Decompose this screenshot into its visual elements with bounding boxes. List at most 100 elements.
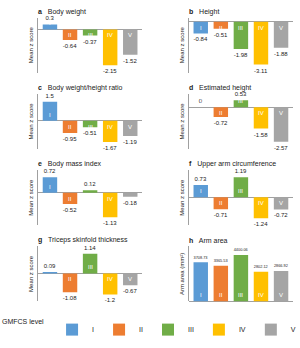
svg-text:II: II <box>219 110 223 116</box>
svg-text:II: II <box>68 32 72 38</box>
svg-text:g Triceps skinfold thickness: g Triceps skinfold thickness <box>38 236 128 244</box>
svg-text:III: III <box>238 188 243 194</box>
svg-text:II: II <box>68 276 72 282</box>
svg-text:IV: IV <box>258 25 264 31</box>
svg-text:-0.84: -0.84 <box>194 36 208 42</box>
svg-text:c Body weight/height ratio: c Body weight/height ratio <box>38 84 123 92</box>
svg-text:V: V <box>279 110 283 116</box>
svg-text:-1.67: -1.67 <box>103 145 117 151</box>
svg-text:IV: IV <box>107 32 113 38</box>
svg-text:II: II <box>219 200 223 206</box>
svg-text:-2.57: -2.57 <box>274 145 288 151</box>
svg-text:Mean z score: Mean z score <box>179 103 185 140</box>
svg-text:-3.11: -3.11 <box>254 68 268 74</box>
svg-text:Mean z score: Mean z score <box>179 179 185 216</box>
svg-text:III: III <box>88 184 93 190</box>
svg-text:I: I <box>92 326 94 333</box>
svg-text:III: III <box>88 124 93 130</box>
svg-text:IV: IV <box>258 200 264 206</box>
svg-text:I: I <box>200 188 202 194</box>
svg-text:Mean z score: Mean z score <box>28 255 34 292</box>
svg-text:IV: IV <box>107 124 113 130</box>
svg-text:-1.2: -1.2 <box>105 297 116 303</box>
svg-text:-1.58: -1.58 <box>254 132 268 138</box>
svg-text:-0.72: -0.72 <box>274 212 288 218</box>
svg-text:Mean z score: Mean z score <box>28 27 34 64</box>
svg-text:-1.24: -1.24 <box>254 221 268 227</box>
svg-text:-0.95: -0.95 <box>63 136 77 142</box>
svg-text:-1.08: -1.08 <box>63 295 77 301</box>
svg-text:III: III <box>238 25 243 31</box>
svg-text:I: I <box>49 112 51 118</box>
svg-text:V: V <box>128 196 132 202</box>
svg-text:1.5: 1.5 <box>45 93 54 99</box>
svg-text:III: III <box>188 326 194 333</box>
svg-text:-1.88: -1.88 <box>274 51 288 57</box>
svg-text:-0.64: -0.64 <box>63 43 77 49</box>
svg-text:V: V <box>128 276 132 282</box>
svg-text:0: 0 <box>199 98 203 104</box>
svg-text:4400.06: 4400.06 <box>234 247 248 252</box>
svg-text:I: I <box>200 25 202 31</box>
svg-text:-0.51: -0.51 <box>83 130 97 136</box>
svg-text:f Upper arm circumference: f Upper arm circumference <box>189 160 276 168</box>
svg-text:IV: IV <box>239 326 246 333</box>
svg-text:3708.73: 3708.73 <box>194 255 208 260</box>
svg-text:-0.67: -0.67 <box>123 288 137 294</box>
svg-text:I: I <box>200 98 202 104</box>
svg-text:-0.51: -0.51 <box>214 32 228 38</box>
svg-text:III: III <box>88 264 93 270</box>
svg-text:0.12: 0.12 <box>84 181 96 187</box>
svg-text:IV: IV <box>107 196 113 202</box>
svg-text:III: III <box>238 98 243 104</box>
svg-text:II: II <box>68 124 72 130</box>
svg-text:d Estimated height: d Estimated height <box>189 84 251 92</box>
svg-text:Arm area (mm²): Arm area (mm²) <box>179 253 185 295</box>
svg-text:I: I <box>49 20 51 26</box>
svg-text:2802.12: 2802.12 <box>254 264 268 269</box>
svg-text:III: III <box>88 32 93 38</box>
svg-text:0.09: 0.09 <box>44 263 56 269</box>
svg-text:0.3: 0.3 <box>45 15 54 21</box>
svg-text:-0.71: -0.71 <box>214 212 228 218</box>
svg-text:-1.98: -1.98 <box>234 52 248 58</box>
svg-text:-0.52: -0.52 <box>63 207 77 213</box>
svg-text:GMFCS level: GMFCS level <box>2 318 44 325</box>
svg-text:-1.52: -1.52 <box>123 58 137 64</box>
svg-text:-1.19: -1.19 <box>123 139 137 145</box>
svg-text:I: I <box>49 264 51 270</box>
svg-text:0.53: 0.53 <box>235 91 247 97</box>
svg-text:III: III <box>238 292 243 298</box>
svg-text:V: V <box>279 200 283 206</box>
svg-text:0.72: 0.72 <box>44 168 56 174</box>
svg-text:-2.15: -2.15 <box>103 68 117 74</box>
svg-text:I: I <box>49 184 51 190</box>
svg-text:Mean z score: Mean z score <box>179 27 185 64</box>
svg-text:b Height: b Height <box>189 8 219 16</box>
svg-text:IV: IV <box>258 292 264 298</box>
svg-text:0.73: 0.73 <box>195 176 207 182</box>
svg-text:V: V <box>291 326 296 333</box>
svg-text:1.19: 1.19 <box>235 168 247 174</box>
svg-text:-0.72: -0.72 <box>214 120 228 126</box>
svg-text:IV: IV <box>107 276 113 282</box>
svg-text:II: II <box>219 292 223 298</box>
svg-text:V: V <box>279 292 283 298</box>
svg-text:-0.37: -0.37 <box>83 39 97 45</box>
svg-text:II: II <box>139 326 143 333</box>
svg-text:a Body weight: a Body weight <box>38 8 86 16</box>
svg-text:IV: IV <box>258 110 264 116</box>
svg-text:-0.18: -0.18 <box>123 200 137 206</box>
svg-text:1.14: 1.14 <box>84 245 96 251</box>
svg-text:2866.92: 2866.92 <box>274 263 288 268</box>
svg-text:e Body mass index: e Body mass index <box>38 160 102 168</box>
svg-text:V: V <box>128 124 132 130</box>
svg-text:II: II <box>219 25 223 31</box>
svg-text:h Arm area: h Arm area <box>189 237 228 244</box>
svg-text:Mean z score: Mean z score <box>28 103 34 140</box>
svg-text:I: I <box>200 292 202 298</box>
svg-text:V: V <box>279 25 283 31</box>
svg-text:3365.53: 3365.53 <box>214 258 228 263</box>
svg-text:Mean z score: Mean z score <box>28 179 34 216</box>
svg-text:V: V <box>128 32 132 38</box>
